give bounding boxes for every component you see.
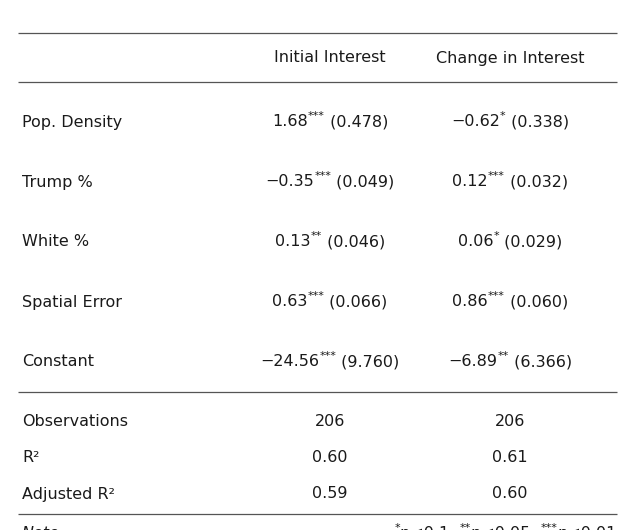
Text: ***: *** [488,171,505,181]
Text: 206: 206 [495,414,525,429]
Text: 206: 206 [315,414,345,429]
Text: 0.13: 0.13 [275,234,311,250]
Text: 0.60: 0.60 [312,450,348,465]
Text: (0.338): (0.338) [505,114,569,129]
Text: **: ** [497,351,509,361]
Text: *: * [395,523,401,530]
Text: ***: *** [488,291,505,301]
Text: (0.478): (0.478) [324,114,388,129]
Text: ***: *** [541,523,558,530]
Text: (0.049): (0.049) [331,174,394,190]
Text: 0.61: 0.61 [492,450,528,465]
Text: *: * [493,231,499,241]
Text: **: ** [311,231,322,241]
Text: −0.62: −0.62 [451,114,500,129]
Text: −0.35: −0.35 [265,174,314,190]
Text: Constant: Constant [22,355,94,369]
Text: (0.046): (0.046) [322,234,385,250]
Text: Change in Interest: Change in Interest [436,50,584,66]
Text: Observations: Observations [22,414,128,429]
Text: (6.366): (6.366) [509,355,572,369]
Text: (0.060): (0.060) [505,295,568,310]
Text: ***: *** [314,171,331,181]
Text: −6.89: −6.89 [448,355,497,369]
Text: (0.066): (0.066) [324,295,388,310]
Text: −24.56: −24.56 [260,355,319,369]
Text: Adjusted R²: Adjusted R² [22,487,115,501]
Text: Pop. Density: Pop. Density [22,114,123,129]
Text: **: ** [460,523,471,530]
Text: *: * [500,111,505,121]
Text: 1.68: 1.68 [272,114,308,129]
Text: Initial Interest: Initial Interest [274,50,386,66]
Text: ***: *** [319,351,337,361]
Text: ***: *** [308,111,324,121]
Text: 0.06: 0.06 [458,234,493,250]
Text: p<0.01: p<0.01 [558,526,617,530]
Text: p<0.05,: p<0.05, [471,526,541,530]
Text: 0.12: 0.12 [452,174,488,190]
Text: 0.86: 0.86 [452,295,488,310]
Text: White %: White % [22,234,89,250]
Text: (0.032): (0.032) [505,174,568,190]
Text: R²: R² [22,450,39,465]
Text: ***: *** [307,291,324,301]
Text: 0.63: 0.63 [272,295,307,310]
Text: Spatial Error: Spatial Error [22,295,122,310]
Text: Trump %: Trump % [22,174,93,190]
Text: (0.029): (0.029) [499,234,562,250]
Text: (9.760): (9.760) [337,355,399,369]
Text: p<0.1,: p<0.1, [401,526,460,530]
Text: 0.60: 0.60 [492,487,528,501]
Text: Note:: Note: [22,526,65,530]
Text: 0.59: 0.59 [312,487,348,501]
